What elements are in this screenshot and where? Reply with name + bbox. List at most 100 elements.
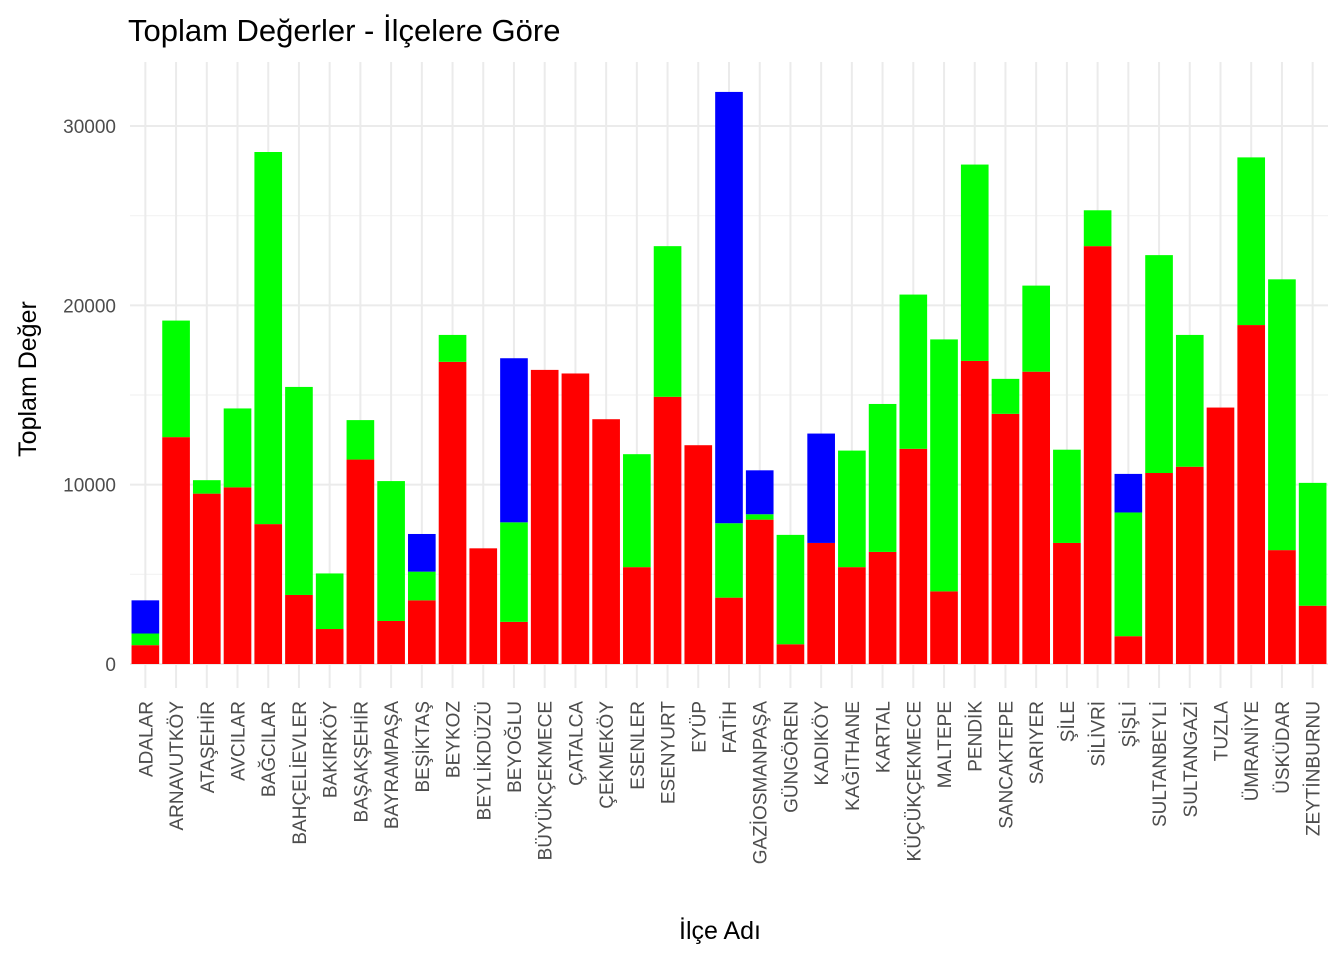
chart-title: Toplam Değerler - İlçelere Göre xyxy=(128,13,560,48)
bar-segment xyxy=(530,369,559,664)
bar-segment xyxy=(960,164,989,361)
bar-segment xyxy=(1083,210,1112,247)
bar-segment xyxy=(377,481,405,621)
bar-segment xyxy=(254,152,283,525)
bar-segment xyxy=(1022,285,1051,372)
bar-segment xyxy=(285,594,313,664)
bar-segment xyxy=(745,514,774,520)
bar-segment xyxy=(715,91,743,524)
x-tick-label: BEŞİKTAŞ xyxy=(413,701,434,793)
y-tick-label: 20000 xyxy=(63,296,116,317)
x-tick-label: SANCAKTEPE xyxy=(996,701,1017,829)
bar-segment xyxy=(407,533,436,572)
x-tick-label: ADALAR xyxy=(136,701,157,777)
x-tick-label: AVCILAR xyxy=(229,701,250,781)
bar-segment xyxy=(653,246,682,397)
bar-segment xyxy=(1145,473,1173,664)
bar-segment xyxy=(623,567,651,664)
bar-segment xyxy=(1237,157,1266,326)
bar-segment xyxy=(192,493,221,664)
bar-segment xyxy=(561,373,590,664)
bar-segment xyxy=(745,519,774,664)
x-tick-label: SULTANGAZİ xyxy=(1181,701,1202,817)
x-tick-label: ESENYURT xyxy=(659,701,680,805)
x-tick-labels: ADALAR ARNAVUTKÖY ATAŞEHİR AVCILAR BAĞCILAR B… xyxy=(136,701,1324,865)
bar-segment xyxy=(776,644,805,664)
x-tick-label: SARIYER xyxy=(1027,701,1048,784)
bars xyxy=(131,91,1327,665)
x-tick-label: FATİH xyxy=(720,701,741,753)
y-tick-label: 10000 xyxy=(63,476,116,497)
bar-segment xyxy=(838,567,866,664)
bar-segment xyxy=(192,480,221,494)
bar-segment xyxy=(315,573,344,630)
bar-segment xyxy=(1237,325,1266,664)
bar-segment xyxy=(960,360,989,664)
x-tick-label: ÇEKMEKÖY xyxy=(597,701,618,809)
x-tick-label: MALTEPE xyxy=(935,701,956,788)
bar-segment xyxy=(930,339,958,592)
y-tick-label: 30000 xyxy=(63,117,116,138)
bar-segment xyxy=(592,419,620,664)
bar-segment xyxy=(346,420,375,460)
bar-segment xyxy=(1145,255,1173,474)
bar-segment xyxy=(684,445,713,664)
x-tick-label: BEYKOZ xyxy=(444,701,465,778)
bar-segment xyxy=(715,523,743,598)
x-tick-label: BAYRAMPAŞA xyxy=(382,701,403,829)
bar-segment xyxy=(254,524,283,664)
x-tick-label: GÜNGÖREN xyxy=(781,701,802,813)
bar-segment xyxy=(131,633,160,646)
x-tick-label: ZEYTİNBURNU xyxy=(1304,701,1325,836)
x-tick-label: KADIKÖY xyxy=(812,701,833,786)
bar-segment xyxy=(500,522,528,622)
y-tick-label: 0 xyxy=(105,655,116,676)
bar-segment xyxy=(438,334,467,362)
bar-segment xyxy=(407,571,436,601)
bar-segment xyxy=(1298,605,1327,664)
bar-segment xyxy=(623,454,651,568)
x-tick-label: ÜSKÜDAR xyxy=(1273,701,1294,794)
bar-segment xyxy=(500,358,528,523)
bar-segment xyxy=(899,294,928,449)
x-tick-label: KAĞITHANE xyxy=(842,701,864,811)
x-tick-label: BEYOĞLU xyxy=(504,701,526,793)
bar-segment xyxy=(1114,636,1143,664)
bar-segment xyxy=(653,396,682,664)
bar-segment xyxy=(868,551,897,664)
x-tick-label: KARTAL xyxy=(874,701,895,773)
bar-segment xyxy=(1083,246,1112,665)
x-tick-label: BAŞAKŞEHİR xyxy=(351,701,372,822)
bar-segment xyxy=(438,361,467,664)
bar-segment xyxy=(838,450,866,568)
bar-segment xyxy=(1298,482,1327,606)
bar-segment xyxy=(131,600,160,634)
x-tick-label: ŞİŞLİ xyxy=(1119,701,1140,747)
bar-segment xyxy=(991,378,1020,414)
bar-segment xyxy=(469,548,498,664)
x-tick-label: BÜYÜKÇEKMECE xyxy=(536,701,557,860)
bar-segment xyxy=(500,621,528,664)
x-tick-label: EYÜP xyxy=(689,701,710,753)
bar-segment xyxy=(1268,550,1296,664)
x-tick-label: ÜMRANİYE xyxy=(1242,701,1263,801)
x-tick-label: PENDİK xyxy=(966,701,987,772)
bar-segment xyxy=(715,597,743,664)
x-tick-label: BAĞCILAR xyxy=(258,701,280,797)
bar-segment xyxy=(776,534,805,645)
bar-segment xyxy=(377,620,405,664)
bar-segment xyxy=(1022,371,1051,664)
x-tick-label: ATAŞEHİR xyxy=(198,701,219,793)
bar-segment xyxy=(807,542,835,664)
x-tick-label: GAZİOSMANPAŞA xyxy=(751,701,772,865)
x-tick-label: ESENLER xyxy=(628,701,649,790)
bar-segment xyxy=(131,645,160,664)
x-tick-label: SİLİVRİ xyxy=(1089,701,1110,766)
bar-segment xyxy=(223,487,252,664)
bar-segment xyxy=(315,629,344,664)
bar-segment xyxy=(1114,512,1143,637)
bar-segment xyxy=(346,459,375,664)
bar-segment xyxy=(162,320,190,438)
x-tick-label: TUZLA xyxy=(1211,701,1232,762)
